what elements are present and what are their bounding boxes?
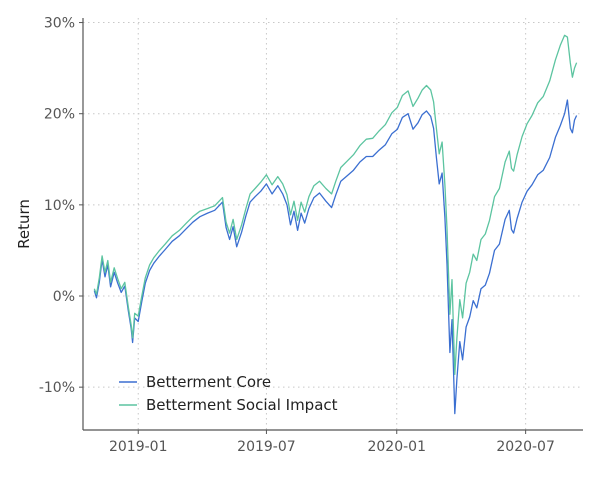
- x-tick-labels: 2019-01 2019-07 2020-01 2020-07: [109, 430, 555, 455]
- y-tick-label: 0%: [53, 289, 75, 305]
- x-tick-label: 2019-07: [237, 439, 296, 455]
- series-line-core: [93, 99, 578, 415]
- legend-label-core: Betterment Core: [146, 373, 271, 391]
- x-tick-label: 2020-07: [496, 439, 555, 455]
- legend: Betterment Core Betterment Social Impact: [119, 373, 338, 414]
- y-tick-label: 10%: [44, 198, 75, 214]
- y-axis-label: Return: [15, 199, 33, 249]
- legend-label-social: Betterment Social Impact: [146, 396, 338, 414]
- x-tick-label: 2020-01: [367, 439, 426, 455]
- y-tick-label: 30%: [44, 16, 75, 32]
- y-tick-label: -10%: [39, 380, 75, 396]
- gridlines: [83, 18, 583, 430]
- series-lines: [93, 34, 578, 415]
- y-tick-label: 20%: [44, 107, 75, 123]
- series-line-social: [93, 34, 578, 376]
- x-tick-label: 2019-01: [109, 439, 168, 455]
- y-tick-labels: -10% 0% 10% 20% 30%: [39, 16, 83, 396]
